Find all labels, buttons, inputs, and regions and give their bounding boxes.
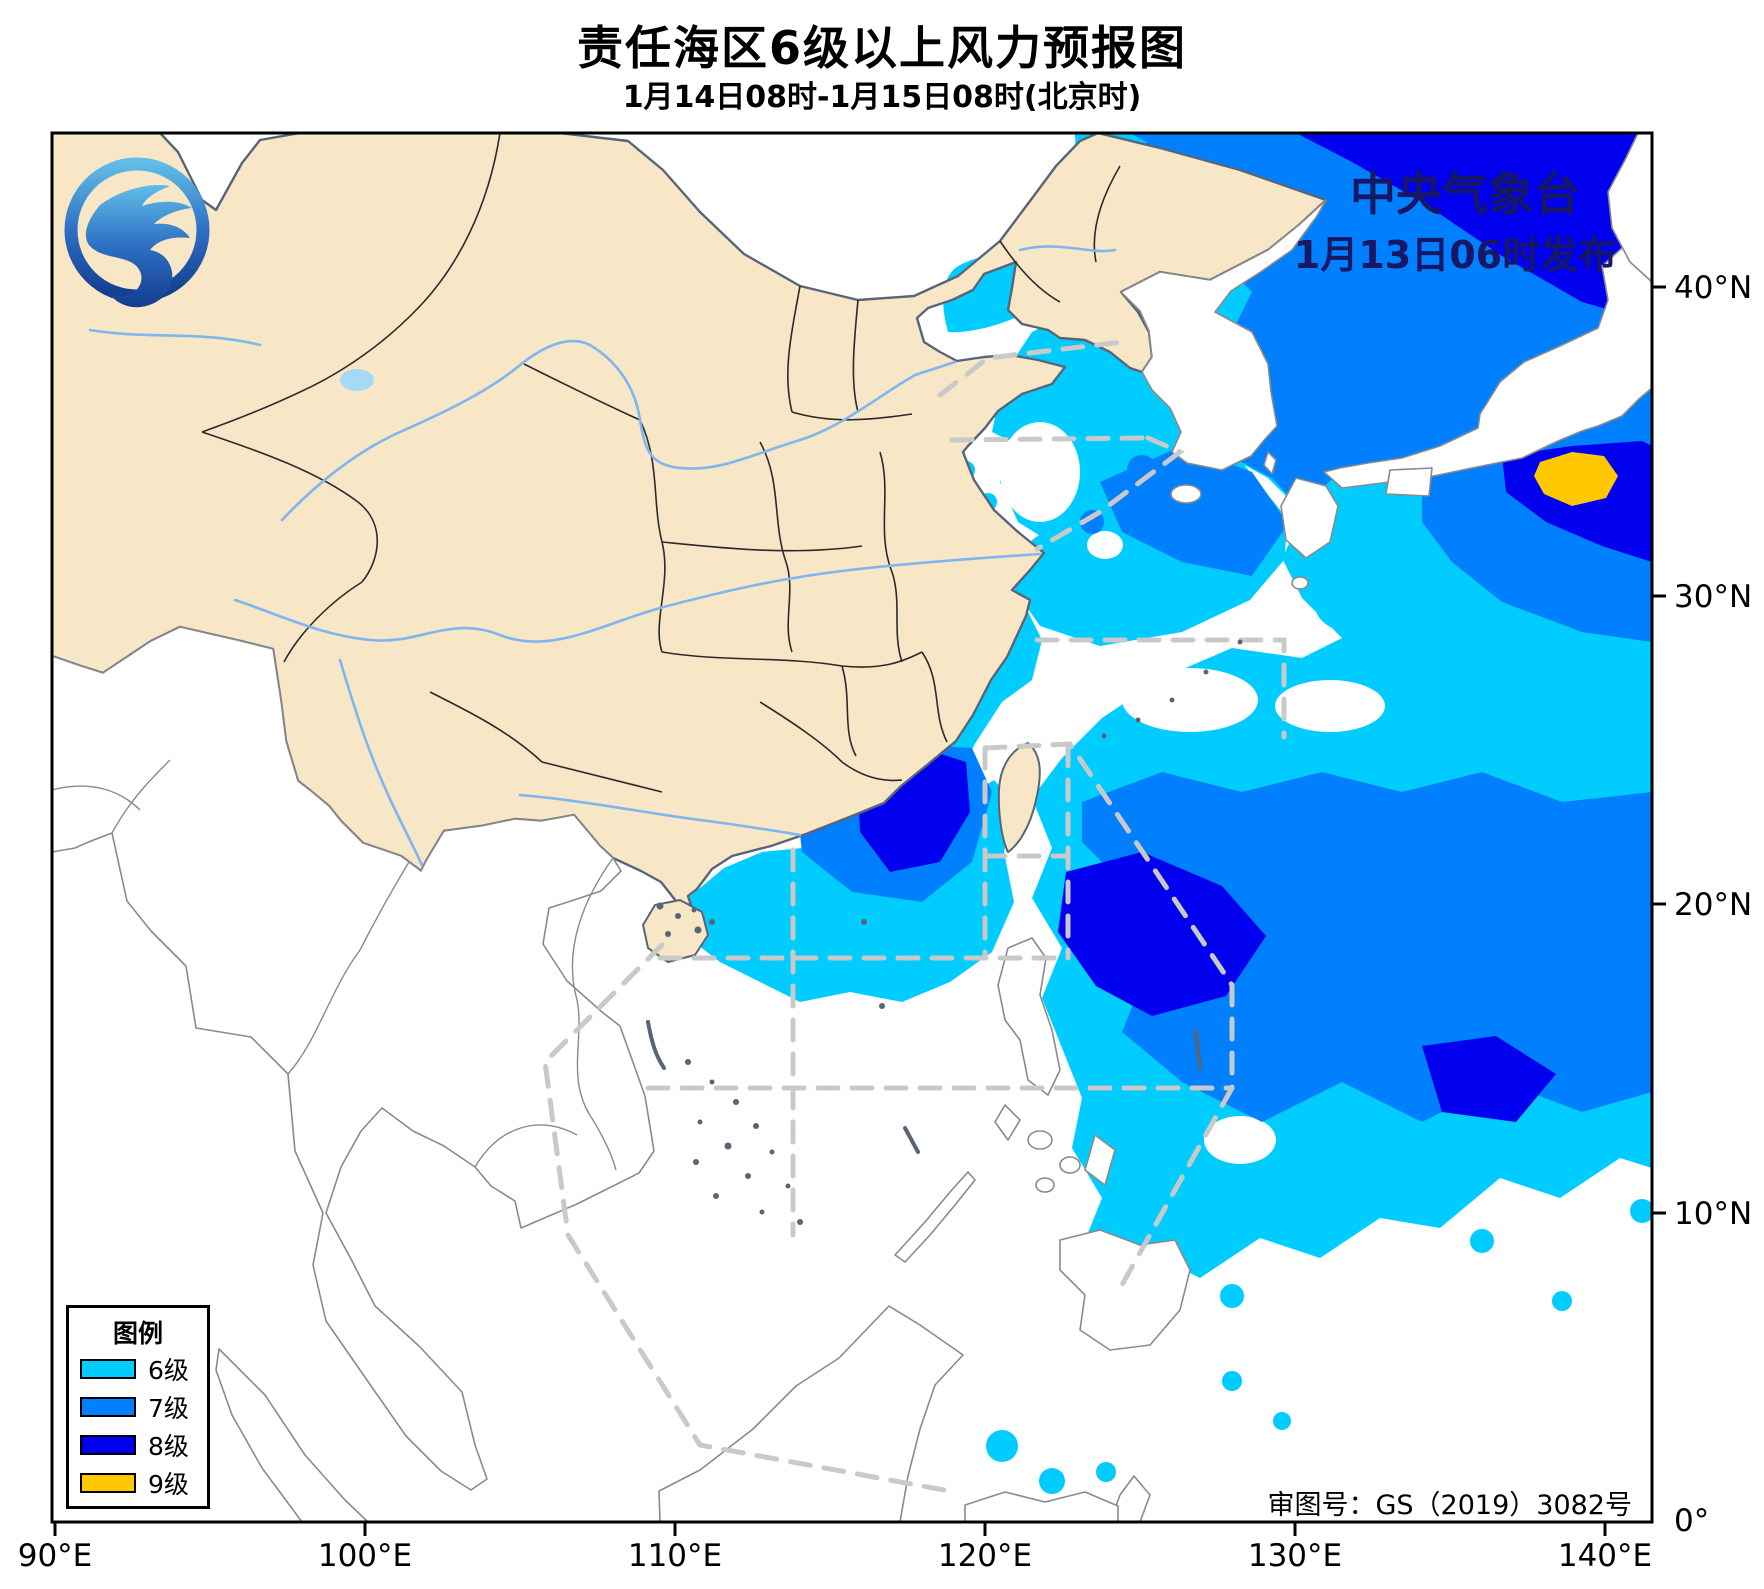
island-markers — [646, 639, 1243, 1225]
legend-label-level8: 8级 — [148, 1432, 189, 1461]
y-tick-label: 40°N — [1674, 270, 1752, 306]
map-license-number: 审图号：GS（2019）3082号 — [1268, 1490, 1633, 1521]
legend-item-level9: 9级 — [69, 1464, 207, 1502]
x-tick-label: 110°E — [628, 1538, 722, 1574]
y-tick-label: 30°N — [1674, 579, 1752, 615]
legend-swatch-level6 — [80, 1359, 136, 1379]
korea-peninsula — [1120, 199, 1327, 471]
philippines-palawan — [894, 1171, 976, 1263]
legend-title: 图例 — [112, 1319, 163, 1348]
japan-shikoku — [1385, 467, 1433, 497]
y-tick-label: 10°N — [1674, 1196, 1752, 1232]
qinghai-lake — [340, 369, 374, 391]
cma-logo — [64, 157, 210, 308]
publisher-annotation: 中央气象台 1月13日06时发布 — [1294, 167, 1616, 277]
publisher-name: 中央气象台 — [1350, 167, 1580, 221]
legend-item-level7: 7级 — [69, 1388, 207, 1426]
x-tick-label: 100°E — [318, 1538, 412, 1574]
wind-level-9-region — [1534, 452, 1618, 506]
legend-item-level8: 8级 — [69, 1426, 207, 1464]
tsushima-island — [1263, 451, 1277, 475]
legend-swatch-level9 — [80, 1473, 136, 1493]
legend-label-level9: 9级 — [148, 1470, 189, 1499]
sumatra-island — [215, 1348, 369, 1522]
province-borders — [201, 133, 1121, 793]
x-tick-label: 90°E — [18, 1538, 93, 1574]
x-tick-label: 130°E — [1248, 1538, 1342, 1574]
publisher-issue-time: 1月13日06时发布 — [1294, 233, 1616, 277]
japan-honshu — [1323, 227, 1652, 489]
japan-kyushu — [1280, 477, 1339, 559]
wind-level-8-regions — [856, 133, 1652, 1122]
y-tick-label: 0° — [1674, 1503, 1709, 1539]
sulawesi-island — [1109, 1475, 1151, 1522]
legend-label-level7: 7级 — [148, 1394, 189, 1423]
borneo-island — [658, 1305, 964, 1522]
legend-item-level6: 6级 — [69, 1350, 207, 1388]
philippines-mindanao — [1059, 1229, 1191, 1351]
y-tick-label: 20°N — [1674, 887, 1752, 923]
legend-swatch-level8 — [80, 1435, 136, 1455]
philippines-luzon — [997, 937, 1061, 1096]
page-subtitle: 1月14日08时-1月15日08时(北京时) — [622, 80, 1142, 115]
x-axis: 90°E 100°E 110°E 120°E 130°E 140°E — [18, 1522, 1652, 1574]
indochina-landmass — [52, 626, 655, 1491]
legend-swatch-level7 — [80, 1397, 136, 1417]
taiwan-island — [997, 742, 1041, 853]
map-frame — [50, 131, 1654, 1524]
japan-hokkaido — [1607, 133, 1652, 283]
foreign-landmass — [52, 133, 1652, 1522]
page-title: 责任海区6级以上风力预报图 — [576, 21, 1187, 75]
sea-area-boundaries — [542, 339, 1287, 1495]
sea-white-gaps — [1000, 290, 1385, 1164]
foreign-borders — [52, 759, 617, 1171]
legend-label-level6: 6级 — [148, 1356, 189, 1385]
legend-box: 图例 6级 7级 8级 9级 — [66, 1305, 210, 1509]
jeju-island — [1170, 484, 1202, 504]
x-tick-label: 140°E — [1558, 1538, 1652, 1574]
x-tick-label: 120°E — [938, 1538, 1032, 1574]
y-axis: 40°N 30°N 20°N 10°N 0° — [1652, 270, 1752, 1539]
